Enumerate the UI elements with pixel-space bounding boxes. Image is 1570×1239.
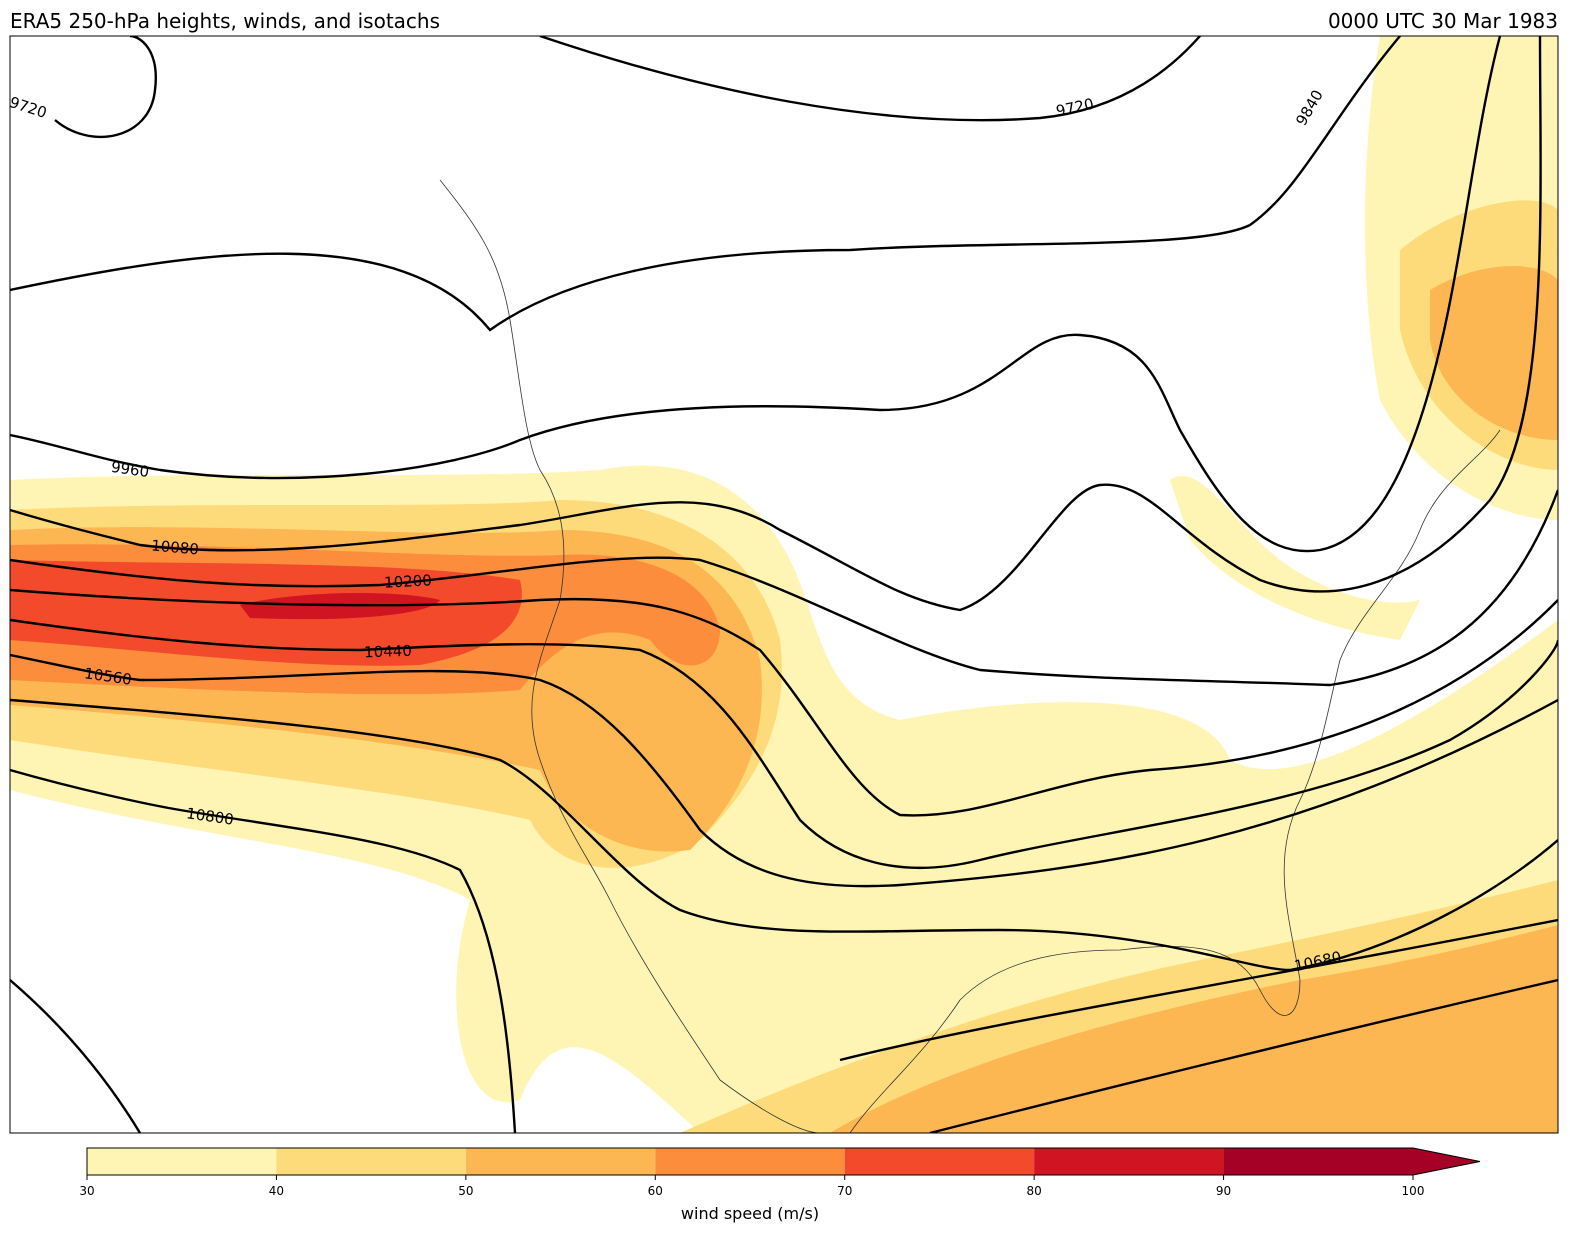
colorbar-segment bbox=[844, 1148, 1035, 1175]
colorbar-tick-label: 100 bbox=[1402, 1184, 1425, 1198]
coastline bbox=[849, 429, 1501, 1133]
isotach-shading bbox=[10, 36, 1558, 1133]
isotach-30 bbox=[1170, 476, 1420, 640]
contour-label: 9960 bbox=[110, 458, 150, 481]
height-contour bbox=[10, 489, 1558, 687]
valid-time: 0000 UTC 30 Mar 1983 bbox=[1328, 9, 1558, 33]
colorbar: 30 40 50 60 70 80 90 100 bbox=[79, 1147, 1481, 1198]
height-contour bbox=[10, 588, 1558, 817]
coastline bbox=[439, 179, 821, 1133]
colorbar-segment bbox=[1034, 1148, 1224, 1175]
map-title: ERA5 250-hPa heights, winds, and isotach… bbox=[10, 9, 440, 33]
height-contour bbox=[10, 653, 1558, 888]
map: 9720 9720 98409960100801020010440105601080… bbox=[10, 36, 1558, 1133]
colorbar-tick-label: 90 bbox=[1216, 1184, 1231, 1198]
height-contour bbox=[10, 768, 517, 1133]
colorbar-tick-label: 80 bbox=[1027, 1184, 1042, 1198]
height-contour bbox=[54, 36, 157, 139]
colorbar-segment bbox=[655, 1148, 845, 1175]
colorbar-extension bbox=[1413, 1148, 1480, 1175]
colorbar-tick-label: 60 bbox=[648, 1184, 663, 1198]
height-contour bbox=[10, 36, 1401, 332]
contour-label: 10080 bbox=[150, 536, 199, 558]
contour-label: 10200 bbox=[384, 571, 433, 591]
colorbar-segment bbox=[1223, 1148, 1413, 1175]
colorbar-segment bbox=[87, 1148, 277, 1175]
colorbar-tick-label: 50 bbox=[458, 1184, 473, 1198]
height-contour bbox=[10, 698, 1558, 972]
colorbar-label: wind speed (m/s) bbox=[681, 1204, 819, 1223]
height-contour bbox=[10, 36, 1502, 553]
colorbar-tick-label: 30 bbox=[79, 1184, 94, 1198]
height-contour bbox=[10, 979, 142, 1133]
colorbar-tick-label: 40 bbox=[269, 1184, 284, 1198]
height-contour bbox=[10, 618, 1558, 870]
height-contour bbox=[539, 36, 1201, 122]
height-contour bbox=[839, 918, 1558, 1062]
map-frame bbox=[9, 35, 1559, 1134]
isotach-50 bbox=[830, 925, 1558, 1133]
colorbar-segment bbox=[276, 1148, 466, 1175]
height-contour bbox=[929, 978, 1558, 1133]
colorbar-outline bbox=[86, 1147, 1481, 1176]
height-contour bbox=[10, 36, 1542, 612]
colorbar-segment bbox=[465, 1148, 656, 1175]
height-contours bbox=[10, 36, 1558, 1133]
contour-label: 10440 bbox=[364, 642, 412, 662]
colorbar-tick-label: 70 bbox=[837, 1184, 852, 1198]
